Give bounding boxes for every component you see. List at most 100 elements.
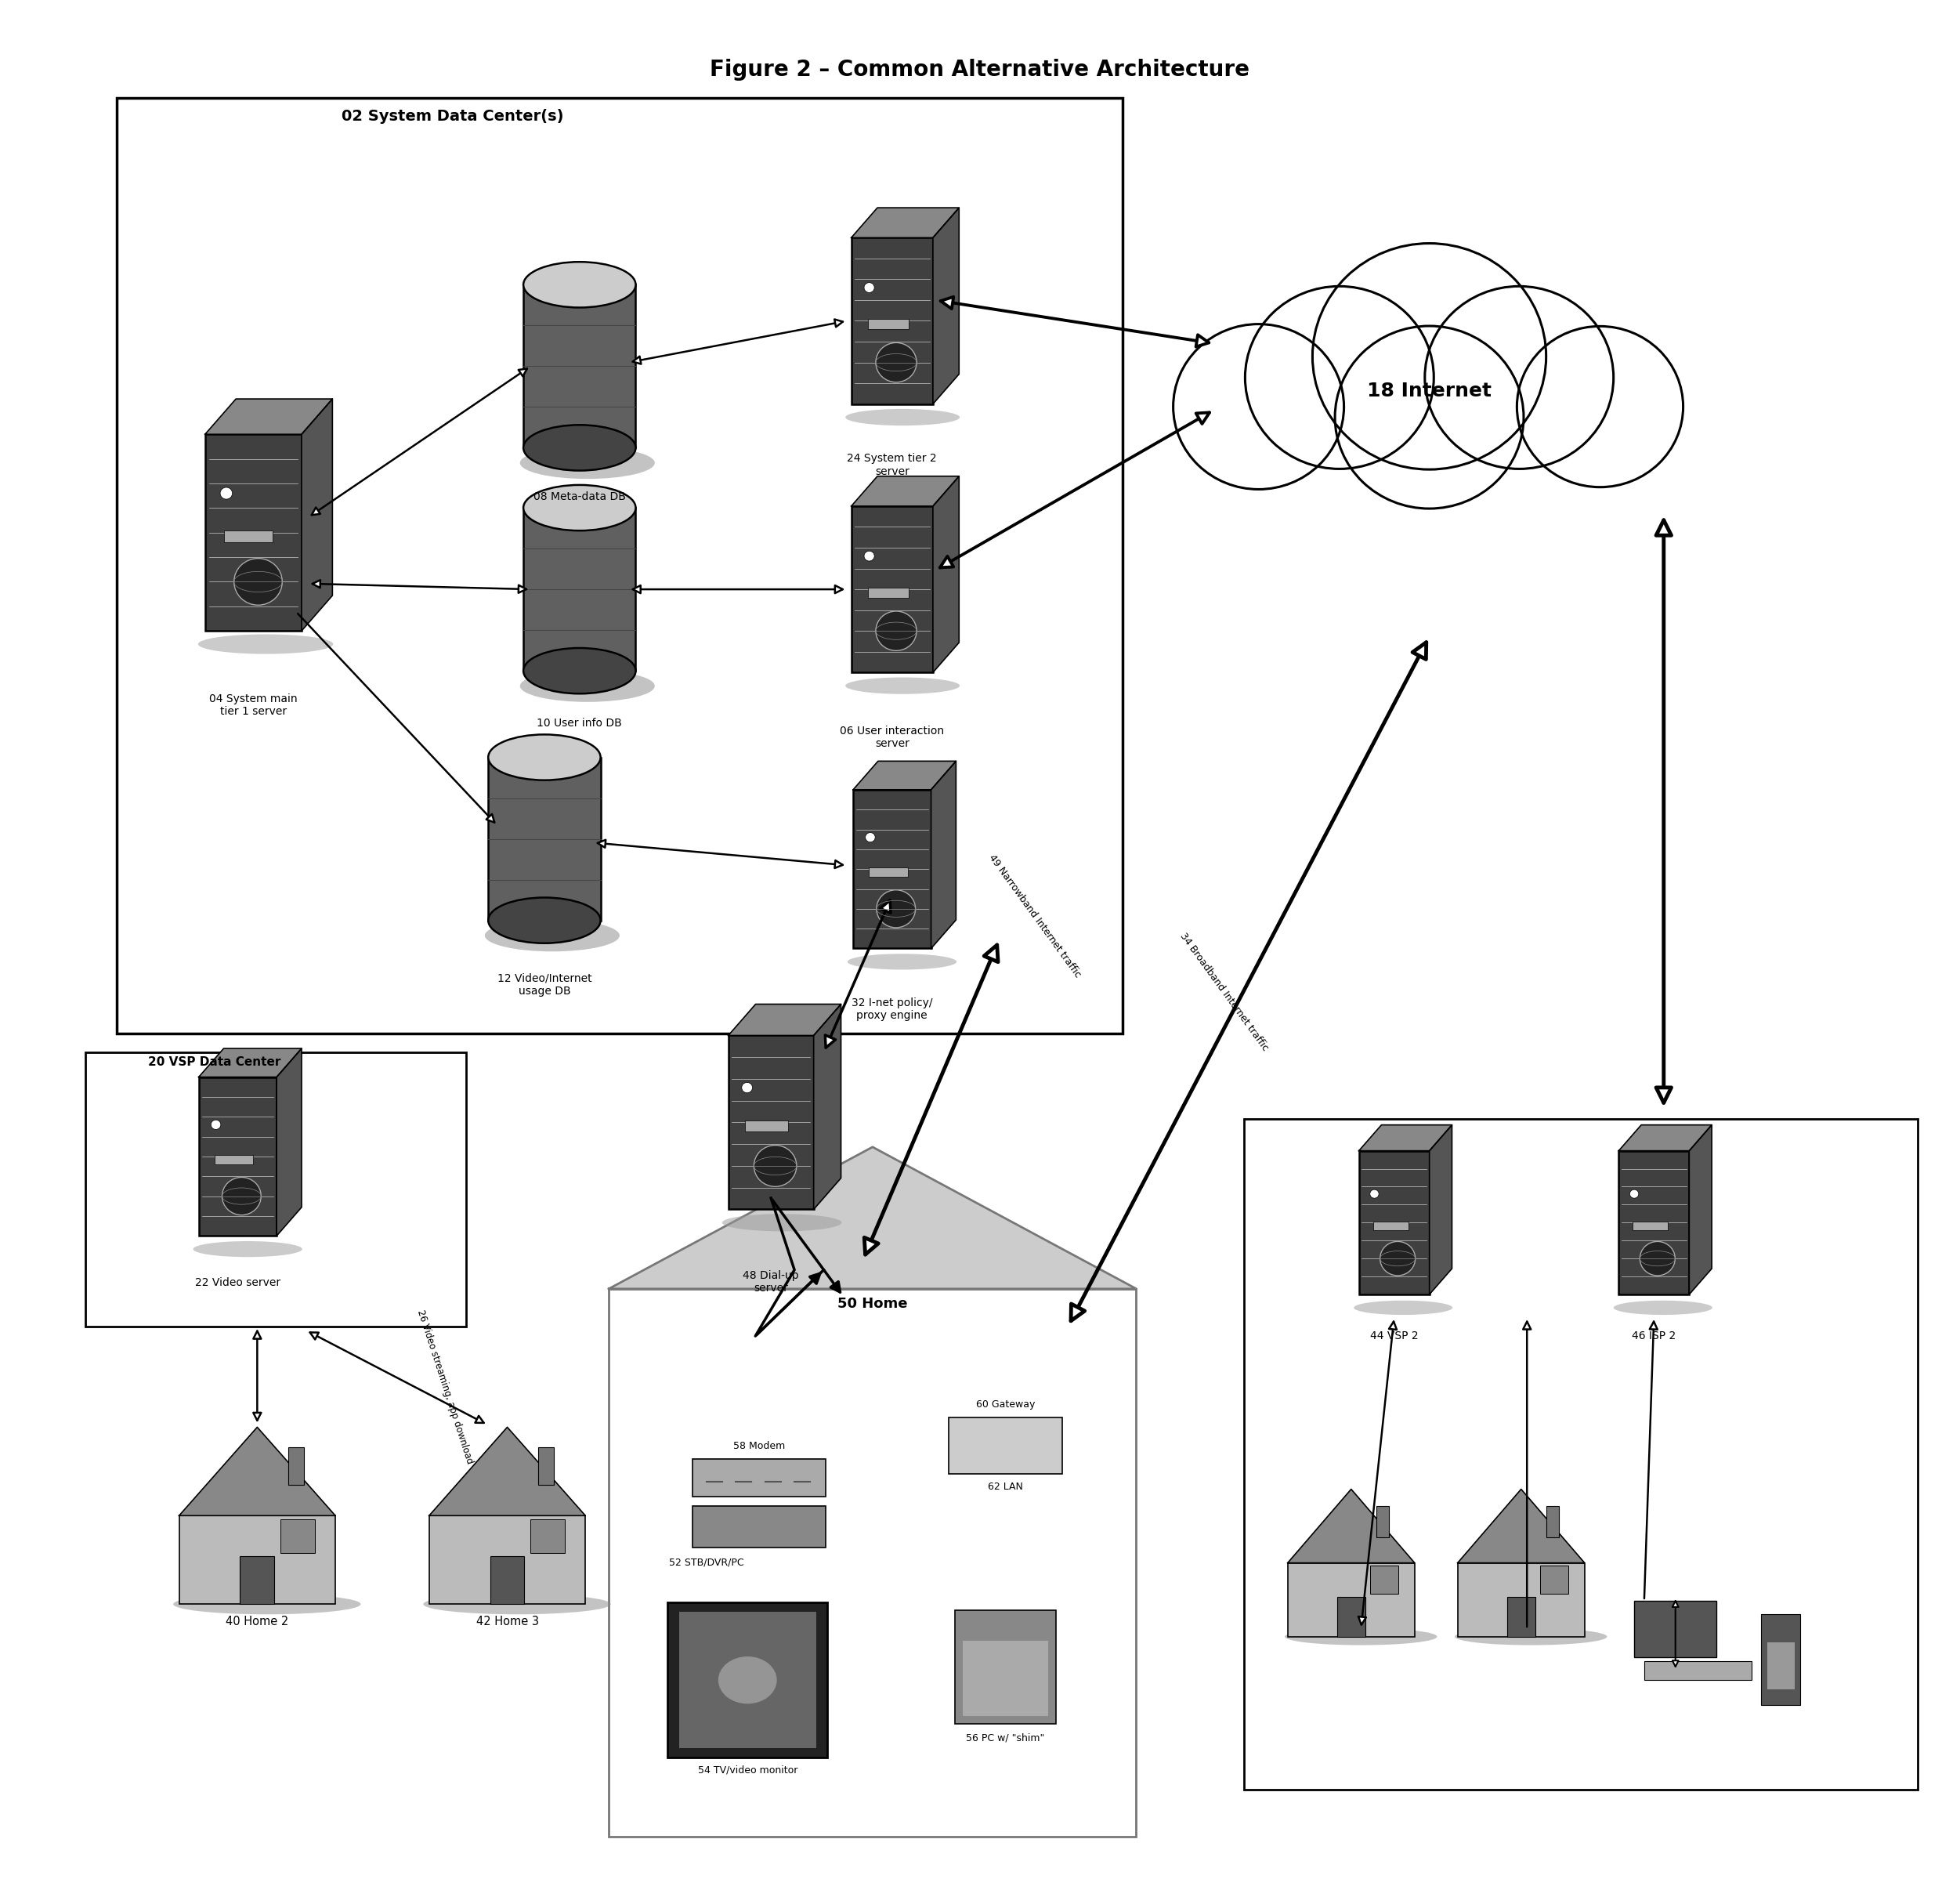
Polygon shape (1619, 1125, 1711, 1151)
Bar (523, 508, 635, 672)
Bar (680, 1612, 815, 1749)
Bar (488, 757, 600, 920)
Ellipse shape (1380, 1241, 1415, 1275)
Polygon shape (851, 476, 958, 506)
Bar (610, 1288, 1137, 1836)
Bar (962, 1641, 1049, 1717)
Text: 06 User interaction
server: 06 User interaction server (841, 725, 945, 749)
Polygon shape (853, 761, 956, 789)
Text: 26 Video streaming, app download: 26 Video streaming, app download (416, 1309, 474, 1464)
Bar (668, 1603, 827, 1759)
Bar (223, 531, 272, 543)
Bar (1619, 1151, 1690, 1294)
Text: 12 Video/Internet
usage DB: 12 Video/Internet usage DB (498, 973, 592, 996)
Ellipse shape (198, 634, 333, 654)
Bar (1245, 1119, 1917, 1789)
Bar (949, 1417, 1062, 1474)
Ellipse shape (1613, 1301, 1713, 1315)
Bar (1337, 1597, 1364, 1637)
Circle shape (1245, 286, 1435, 469)
Polygon shape (851, 209, 958, 237)
Polygon shape (276, 1049, 302, 1235)
Ellipse shape (523, 486, 635, 531)
Bar (1458, 1563, 1584, 1637)
Circle shape (1370, 1189, 1378, 1199)
Bar (86, 1053, 466, 1326)
Circle shape (864, 283, 874, 292)
Text: 50 Home: 50 Home (837, 1298, 907, 1311)
Text: 52 STB/DVR/PC: 52 STB/DVR/PC (668, 1557, 745, 1567)
Text: 40 Home 2: 40 Home 2 (225, 1616, 288, 1628)
Ellipse shape (519, 670, 655, 702)
Text: 56 PC w/ "shim": 56 PC w/ "shim" (966, 1734, 1045, 1743)
Ellipse shape (523, 425, 635, 470)
Circle shape (220, 488, 233, 499)
Polygon shape (1429, 1125, 1452, 1294)
Polygon shape (610, 1148, 1137, 1288)
Bar (1644, 1662, 1752, 1681)
Ellipse shape (1641, 1241, 1676, 1275)
Polygon shape (729, 1004, 841, 1036)
Circle shape (1631, 1189, 1639, 1199)
Polygon shape (198, 1049, 302, 1077)
Bar (178, 1516, 335, 1605)
Polygon shape (1690, 1125, 1711, 1294)
Bar (539, 1447, 555, 1485)
Ellipse shape (755, 1146, 796, 1186)
Text: 48 Dial-up
server: 48 Dial-up server (743, 1269, 800, 1294)
Bar (288, 1447, 304, 1485)
Ellipse shape (488, 897, 600, 943)
Ellipse shape (523, 262, 635, 307)
Polygon shape (933, 209, 958, 404)
Text: 24 System tier 2
server: 24 System tier 2 server (847, 453, 937, 476)
Text: 02 System Data Center(s): 02 System Data Center(s) (341, 110, 564, 123)
Bar (851, 237, 933, 404)
Ellipse shape (876, 890, 915, 928)
Ellipse shape (172, 1593, 361, 1614)
Bar (868, 867, 907, 876)
Bar (1507, 1597, 1535, 1637)
Circle shape (864, 550, 874, 562)
Polygon shape (1358, 1125, 1452, 1151)
Polygon shape (206, 398, 333, 434)
Bar (531, 1519, 564, 1554)
Text: 22 Video server: 22 Video server (194, 1277, 280, 1288)
Text: 08 Meta-data DB: 08 Meta-data DB (533, 491, 625, 503)
Polygon shape (933, 476, 958, 673)
Ellipse shape (721, 1214, 841, 1231)
Text: 44 VSP 2: 44 VSP 2 (1370, 1330, 1419, 1341)
Bar (851, 506, 933, 673)
Circle shape (866, 833, 876, 842)
Bar (490, 1556, 525, 1605)
Bar (1768, 1643, 1795, 1690)
Polygon shape (178, 1427, 335, 1516)
Bar (206, 434, 302, 632)
Ellipse shape (717, 1656, 776, 1704)
Circle shape (1517, 326, 1684, 488)
Polygon shape (931, 761, 956, 948)
Ellipse shape (194, 1241, 302, 1258)
Bar (853, 789, 931, 948)
Bar (1546, 1506, 1560, 1537)
Ellipse shape (1354, 1301, 1452, 1315)
Circle shape (212, 1119, 221, 1129)
Ellipse shape (221, 1178, 261, 1214)
Text: 34 Broadband Internet traffic: 34 Broadband Internet traffic (1178, 931, 1270, 1053)
Bar (692, 1459, 825, 1497)
Ellipse shape (845, 677, 960, 694)
Bar (198, 1077, 276, 1235)
Text: 60 Gateway: 60 Gateway (976, 1400, 1035, 1409)
Ellipse shape (484, 920, 619, 952)
Ellipse shape (1284, 1628, 1437, 1645)
Polygon shape (813, 1004, 841, 1210)
Bar (523, 285, 635, 448)
Ellipse shape (845, 410, 960, 425)
Bar (1205, 338, 1654, 444)
Bar (1370, 1565, 1397, 1593)
Bar (214, 1155, 253, 1165)
Bar (280, 1519, 316, 1554)
Ellipse shape (488, 734, 600, 780)
Ellipse shape (876, 343, 917, 381)
Polygon shape (302, 398, 333, 632)
Text: 04 System main
tier 1 server: 04 System main tier 1 server (210, 692, 298, 717)
